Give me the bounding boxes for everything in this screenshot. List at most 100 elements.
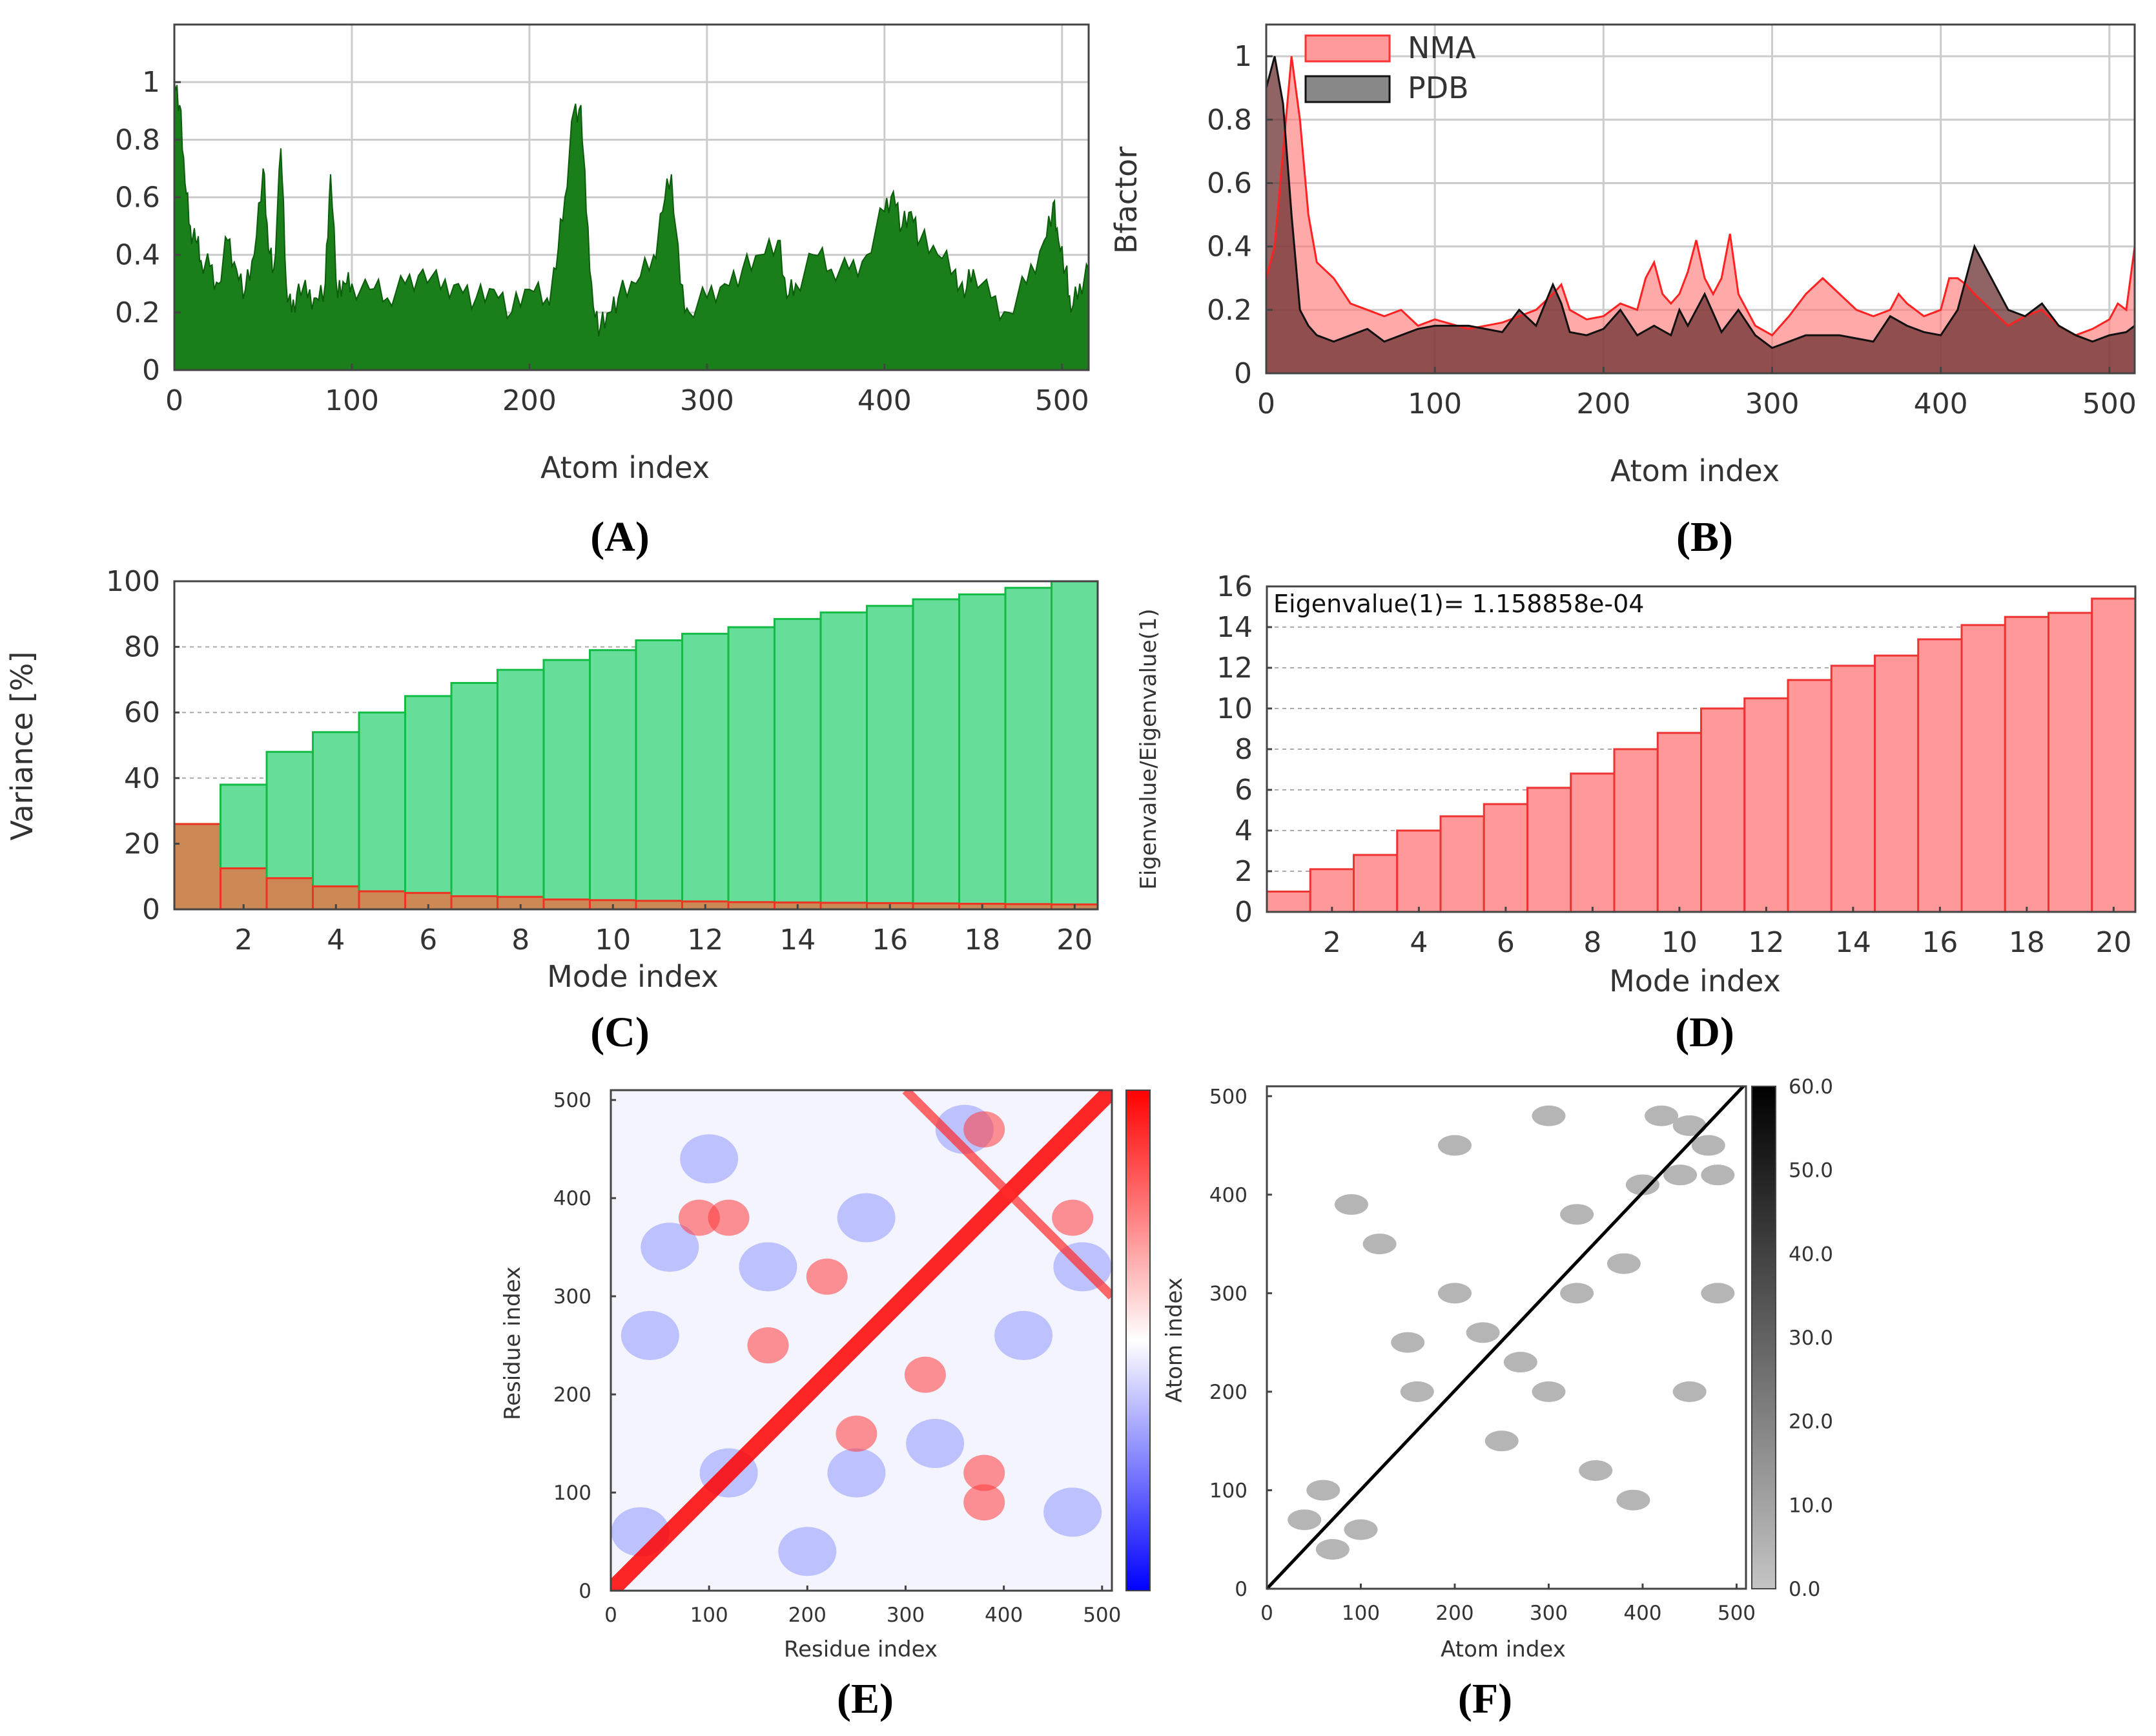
e-y-tick-0: 0	[579, 1580, 591, 1603]
d-eigen-bar-4	[1396, 829, 1442, 913]
a-y-tick-0.8: 0.8	[115, 123, 160, 156]
f-contact-region	[1701, 1164, 1735, 1186]
b-y-axis-label: Bfactor	[1109, 147, 1144, 254]
f-contact-region	[1645, 1105, 1679, 1126]
f-y-tick-300: 300	[1209, 1282, 1247, 1305]
c-cumulative-bar-17	[912, 598, 960, 911]
e-y-tick-200: 200	[553, 1383, 591, 1407]
c-y-tick-0: 0	[142, 893, 160, 926]
b-x-tick-0: 0	[1257, 388, 1275, 420]
c-x-tick-2: 2	[234, 924, 252, 956]
e-panel-label: (E)	[837, 1675, 894, 1722]
b-legend-pdb-swatch	[1304, 75, 1391, 103]
c-x-tick-18: 18	[964, 924, 1000, 956]
c-cumulative-bar-11	[635, 639, 683, 911]
d-eigen-bar-13	[1787, 679, 1833, 913]
e-diagonal	[611, 1090, 1112, 1591]
a-x-tick-300: 300	[680, 384, 734, 417]
a-x-tick-0: 0	[165, 384, 183, 417]
e-x-tick-400: 400	[985, 1604, 1023, 1627]
c-x-tick-12: 12	[687, 924, 723, 956]
e-y-tick-100: 100	[553, 1482, 591, 1505]
b-x-tick-400: 400	[1914, 388, 1968, 420]
d-x-tick-4: 4	[1410, 926, 1428, 959]
f-contact-region	[1484, 1431, 1519, 1452]
e-colorbar	[1125, 1090, 1151, 1591]
a-bfactor-area	[174, 82, 1089, 371]
d-x-tick-12: 12	[1748, 926, 1784, 959]
d-eigen-bar-14	[1830, 665, 1876, 913]
b-pdb-area	[1266, 56, 2135, 373]
c-individual-bar-11	[635, 900, 683, 911]
f-contact-region	[1437, 1283, 1472, 1304]
d-eigen-bar-8	[1570, 772, 1616, 913]
c-cumulative-bar-20	[1051, 580, 1099, 911]
e-x-tick-100: 100	[690, 1604, 728, 1627]
d-eigen-bar-5	[1439, 815, 1485, 913]
c-y-tick-80: 80	[124, 631, 160, 664]
f-colorbar-tick-30.0: 30.0	[1789, 1327, 1833, 1350]
c-x-tick-20: 20	[1056, 924, 1093, 956]
d-y-tick-4: 4	[1235, 814, 1253, 847]
c-y-axis-label: Variance [%]	[5, 652, 39, 841]
e-anticorrelation-region	[621, 1310, 679, 1360]
b-y-tick-0: 0	[1234, 357, 1252, 390]
b-legend-nma-swatch	[1304, 34, 1391, 63]
panel-a-chart: 0 0.2 0.4 0.6 0.8 1 0 100 200 300 400 500 Atom ind…	[115, 23, 1090, 561]
b-x-tick-500: 500	[2082, 388, 2137, 420]
e-anticorrelation-region	[739, 1242, 797, 1292]
e-correlation-region	[806, 1258, 848, 1295]
d-x-tick-20: 20	[2095, 926, 2131, 959]
d-y-tick-16: 16	[1217, 570, 1253, 603]
e-x-tick-300: 300	[887, 1604, 925, 1627]
f-y-tick-500: 500	[1209, 1085, 1247, 1108]
panel-e-chart: 0 100 200 300 400 500 0 100 200 300 400 500 Residu…	[500, 1089, 1187, 1722]
panel-c-chart: 0 20 40 60 80 100 2 4 6 8 10 12 14 16 18 20 Variance […	[5, 565, 1099, 1056]
c-individual-bar-15	[819, 902, 868, 911]
f-diagonal	[1266, 1085, 1745, 1590]
e-anticorrelation-region	[827, 1448, 886, 1498]
c-individual-bar-5	[358, 890, 406, 911]
f-x-tick-500: 500	[1718, 1602, 1756, 1625]
c-individual-bar-13	[727, 901, 775, 911]
e-x-axis-label: Residue index	[784, 1637, 938, 1662]
e-anticorrelation-region	[1043, 1487, 1102, 1537]
c-individual-bar-1	[173, 823, 221, 911]
f-contact-region	[1663, 1164, 1698, 1186]
e-y-tick-400: 400	[553, 1187, 591, 1210]
c-x-tick-14: 14	[779, 924, 816, 956]
c-cumulative-bar-6	[404, 695, 453, 911]
d-eigen-bar-11	[1700, 707, 1746, 913]
d-eigen-bar-15	[1874, 654, 1920, 913]
d-eigen-bar-18	[2004, 615, 2049, 913]
c-x-tick-4: 4	[327, 924, 345, 956]
panel-b-chart: NMA PDB 00.20.40.60.81 0 100 200 300 400 500 …	[1109, 23, 2137, 561]
e-y-tick-300: 300	[553, 1285, 591, 1308]
e-anticorrelation-region	[641, 1223, 699, 1272]
a-x-tick-500: 500	[1035, 384, 1089, 417]
f-x-axis-label: Atom index	[1441, 1637, 1566, 1662]
c-x-tick-6: 6	[419, 924, 437, 956]
f-contact-region	[1701, 1283, 1735, 1304]
b-nma-line	[1265, 56, 2136, 336]
c-cumulative-bar-4	[312, 731, 360, 911]
a-y-tick-0.2: 0.2	[115, 296, 160, 329]
f-contact-region	[1288, 1509, 1322, 1531]
e-correlation-region	[747, 1327, 789, 1364]
d-eigen-bar-3	[1353, 854, 1399, 913]
f-colorbar-tick-40.0: 40.0	[1789, 1243, 1833, 1266]
b-y-tick-0.2: 0.2	[1207, 294, 1252, 327]
d-x-tick-6: 6	[1497, 926, 1515, 959]
a-x-tick-400: 400	[857, 384, 912, 417]
e-cross-band	[902, 1090, 1112, 1300]
e-correlation-region	[963, 1484, 1005, 1521]
e-correlation-region	[708, 1199, 750, 1236]
d-x-tick-10: 10	[1661, 926, 1698, 959]
f-y-tick-0: 0	[1235, 1578, 1247, 1601]
d-eigen-bar-10	[1656, 732, 1702, 913]
d-x-tick-14: 14	[1835, 926, 1871, 959]
e-anticorrelation-region	[680, 1134, 739, 1184]
d-eigen-bar-6	[1483, 803, 1528, 913]
f-contact-region	[1344, 1519, 1378, 1540]
